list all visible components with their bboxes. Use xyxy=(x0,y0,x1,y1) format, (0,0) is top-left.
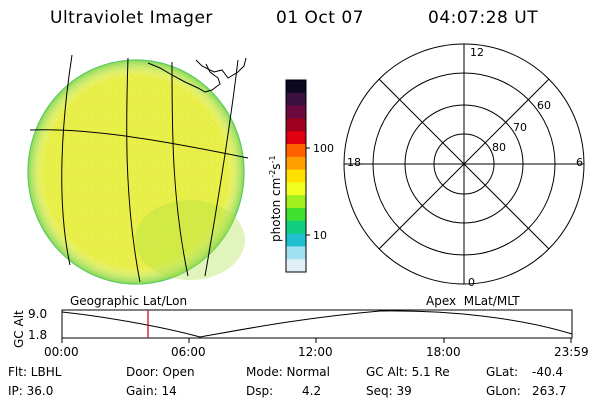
colorbar-border xyxy=(285,79,307,273)
status-gain: Gain: 14 xyxy=(126,384,177,398)
status-dsp-value: 4.2 xyxy=(302,384,322,398)
mlat-label-70: 70 xyxy=(513,121,527,134)
altitude-ylabel: GC Alt xyxy=(12,310,26,348)
app-title: Ultraviolet Imager xyxy=(50,8,213,28)
status-glon-value: 263.7 xyxy=(532,384,567,398)
status-door: Door: Open xyxy=(126,365,195,379)
status-filter: Flt: LBHL xyxy=(8,365,62,379)
colorbar-segment xyxy=(286,182,306,196)
mlt-label-6: 6 xyxy=(576,156,583,169)
colorbar-segment xyxy=(286,259,306,273)
mlt-label-12: 12 xyxy=(470,46,484,59)
colorbar-segment xyxy=(286,195,306,209)
altitude-xtick-0000: 00:00 xyxy=(44,345,79,359)
colorbar xyxy=(285,79,310,273)
mlt-label-0: 0 xyxy=(468,276,475,289)
colorbar-segment xyxy=(286,208,306,222)
colorbar-tick-100: 100 xyxy=(313,142,334,155)
status-glat-value: -40.4 xyxy=(532,365,564,379)
altitude-ytick-9: 9.0 xyxy=(28,307,48,321)
colorbar-segment xyxy=(286,169,306,183)
altitude-xtick-0600: 06:00 xyxy=(171,345,206,359)
colorbar-unit-label: photon cm-2s-1 xyxy=(268,155,283,242)
status-ip: IP: 36.0 xyxy=(8,384,54,398)
colorbar-segment xyxy=(286,118,306,132)
colorbar-segment xyxy=(286,220,306,235)
status-seq: Seq: 39 xyxy=(366,384,412,398)
colorbar-segment xyxy=(286,233,306,247)
polar-grid xyxy=(343,43,585,285)
mlt-label-18: 18 xyxy=(347,156,361,169)
altitude-xtick-2359: 23:59 xyxy=(554,345,589,359)
mlat-label-60: 60 xyxy=(537,99,551,112)
apex-caption: Apex MLat/MLT xyxy=(426,294,520,308)
status-glon-label: GLon: xyxy=(486,384,521,398)
colorbar-segment xyxy=(286,80,306,94)
time-readout: 04:07:28 UT xyxy=(428,8,539,28)
status-gc-alt: GC Alt: 5.1 Re xyxy=(366,365,450,379)
geographic-disk xyxy=(27,54,249,285)
mlat-label-80: 80 xyxy=(492,141,506,154)
altitude-xtick-1800: 18:00 xyxy=(426,345,461,359)
colorbar-segment xyxy=(286,92,306,107)
colorbar-segment xyxy=(286,144,306,158)
altitude-xtick-1200: 12:00 xyxy=(298,345,333,359)
colorbar-segment xyxy=(286,246,306,260)
date-readout: 01 Oct 07 xyxy=(276,8,364,28)
colorbar-segment xyxy=(286,156,306,171)
altitude-plot xyxy=(61,309,573,343)
colorbar-segment xyxy=(286,105,306,119)
altitude-ytick-1-8: 1.8 xyxy=(28,328,48,342)
status-mode: Mode: Normal xyxy=(246,365,330,379)
status-glat-label: GLat: xyxy=(486,365,519,379)
colorbar-tick-10: 10 xyxy=(313,229,327,242)
colorbar-segment xyxy=(286,131,306,145)
status-dsp-label: Dsp: xyxy=(246,384,274,398)
geographic-caption: Geographic Lat/Lon xyxy=(70,294,188,308)
